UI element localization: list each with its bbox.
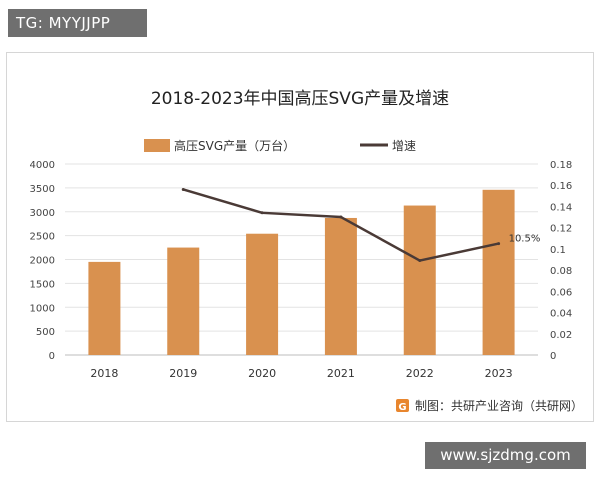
watermark-tag-bottom: www.sjzdmg.com xyxy=(425,442,586,469)
growth-point xyxy=(497,242,501,246)
y-left-tick-label: 3000 xyxy=(30,208,55,219)
x-tick-label: 2021 xyxy=(327,367,355,380)
growth-point xyxy=(418,259,422,263)
y-right-tick-label: 0.04 xyxy=(550,309,572,320)
y-left-tick-label: 2000 xyxy=(30,256,55,267)
chart-svg: 2018-2023年中国高压SVG产量及增速 高压SVG产量（万台） 增速 10… xyxy=(30,89,583,413)
y-left-tick-label: 3500 xyxy=(30,184,55,195)
bar xyxy=(88,261,121,355)
legend-line-label: 增速 xyxy=(392,139,416,153)
y-right-tick-label: 0.1 xyxy=(550,245,566,256)
growth-point xyxy=(181,187,185,191)
bar xyxy=(482,189,515,355)
source-note: 制图：共研产业咨询（共研网） xyxy=(415,398,583,413)
bar xyxy=(167,247,200,355)
y-left-tick-label: 4000 xyxy=(30,160,55,171)
x-tick-label: 2022 xyxy=(406,367,434,380)
svg-text:G: G xyxy=(398,402,406,413)
y-right-tick-label: 0.02 xyxy=(550,330,572,341)
bar xyxy=(403,205,436,355)
x-tick-label: 2020 xyxy=(248,367,276,380)
x-tick-label: 2019 xyxy=(169,367,197,380)
y-right-tick-label: 0.06 xyxy=(550,287,572,298)
x-tick-label: 2023 xyxy=(485,367,513,380)
growth-point xyxy=(339,215,343,219)
chart-title: 2018-2023年中国高压SVG产量及增速 xyxy=(151,89,449,109)
bar xyxy=(324,217,357,355)
y-right-tick-label: 0.12 xyxy=(550,224,572,235)
y-right-tick-label: 0.08 xyxy=(550,266,572,277)
y-right-tick-label: 0.16 xyxy=(550,181,572,192)
growth-data-label: 10.5% xyxy=(509,234,541,245)
y-left-tick-label: 500 xyxy=(36,327,55,338)
legend-bar-label: 高压SVG产量（万台） xyxy=(174,138,295,153)
y-left-tick-label: 1500 xyxy=(30,279,55,290)
y-left-tick-label: 2500 xyxy=(30,232,55,243)
legend-bar-swatch xyxy=(144,139,170,152)
y-left-tick-label: 1000 xyxy=(30,303,55,314)
x-tick-label: 2018 xyxy=(90,367,118,380)
source-logo-icon: G xyxy=(396,399,409,413)
growth-point xyxy=(260,211,264,215)
y-left-tick-label: 0 xyxy=(49,351,55,362)
y-right-tick-label: 0 xyxy=(550,351,556,362)
y-right-tick-label: 0.18 xyxy=(550,160,572,171)
bar xyxy=(246,233,279,355)
y-right-tick-label: 0.14 xyxy=(550,202,572,213)
watermark-tag-top: TG: MYYJJPP xyxy=(8,9,147,37)
chart-card: 2018-2023年中国高压SVG产量及增速 高压SVG产量（万台） 增速 10… xyxy=(6,52,594,422)
